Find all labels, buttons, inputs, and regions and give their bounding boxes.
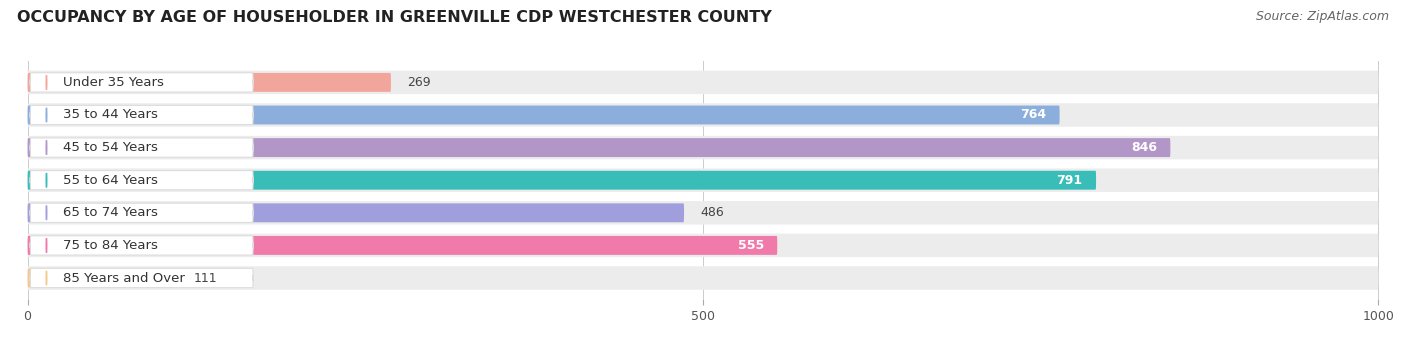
FancyBboxPatch shape bbox=[28, 171, 1097, 190]
Text: 764: 764 bbox=[1019, 108, 1046, 121]
Text: 45 to 54 Years: 45 to 54 Years bbox=[63, 141, 157, 154]
Text: 846: 846 bbox=[1130, 141, 1157, 154]
Text: Source: ZipAtlas.com: Source: ZipAtlas.com bbox=[1256, 10, 1389, 23]
FancyBboxPatch shape bbox=[28, 103, 1378, 127]
FancyBboxPatch shape bbox=[31, 203, 253, 222]
FancyBboxPatch shape bbox=[28, 105, 1060, 124]
Text: 35 to 44 Years: 35 to 44 Years bbox=[63, 108, 157, 121]
FancyBboxPatch shape bbox=[28, 168, 1378, 192]
FancyBboxPatch shape bbox=[28, 71, 1378, 94]
Text: Under 35 Years: Under 35 Years bbox=[63, 76, 163, 89]
Text: 75 to 84 Years: 75 to 84 Years bbox=[63, 239, 157, 252]
Text: 111: 111 bbox=[194, 272, 218, 285]
Text: 269: 269 bbox=[408, 76, 430, 89]
Text: 791: 791 bbox=[1056, 174, 1083, 187]
Text: 555: 555 bbox=[738, 239, 763, 252]
FancyBboxPatch shape bbox=[28, 266, 1378, 290]
FancyBboxPatch shape bbox=[28, 236, 778, 255]
Text: 65 to 74 Years: 65 to 74 Years bbox=[63, 206, 157, 219]
FancyBboxPatch shape bbox=[28, 73, 391, 92]
FancyBboxPatch shape bbox=[31, 236, 253, 255]
Text: OCCUPANCY BY AGE OF HOUSEHOLDER IN GREENVILLE CDP WESTCHESTER COUNTY: OCCUPANCY BY AGE OF HOUSEHOLDER IN GREEN… bbox=[17, 10, 772, 25]
FancyBboxPatch shape bbox=[28, 234, 1378, 257]
FancyBboxPatch shape bbox=[31, 138, 253, 157]
Text: 486: 486 bbox=[700, 206, 724, 219]
Text: 85 Years and Over: 85 Years and Over bbox=[63, 272, 184, 285]
FancyBboxPatch shape bbox=[28, 138, 1170, 157]
FancyBboxPatch shape bbox=[31, 268, 253, 288]
FancyBboxPatch shape bbox=[31, 171, 253, 190]
Text: 55 to 64 Years: 55 to 64 Years bbox=[63, 174, 157, 187]
FancyBboxPatch shape bbox=[28, 269, 177, 287]
FancyBboxPatch shape bbox=[28, 203, 685, 222]
FancyBboxPatch shape bbox=[28, 136, 1378, 159]
FancyBboxPatch shape bbox=[28, 201, 1378, 224]
FancyBboxPatch shape bbox=[31, 105, 253, 125]
FancyBboxPatch shape bbox=[31, 73, 253, 92]
